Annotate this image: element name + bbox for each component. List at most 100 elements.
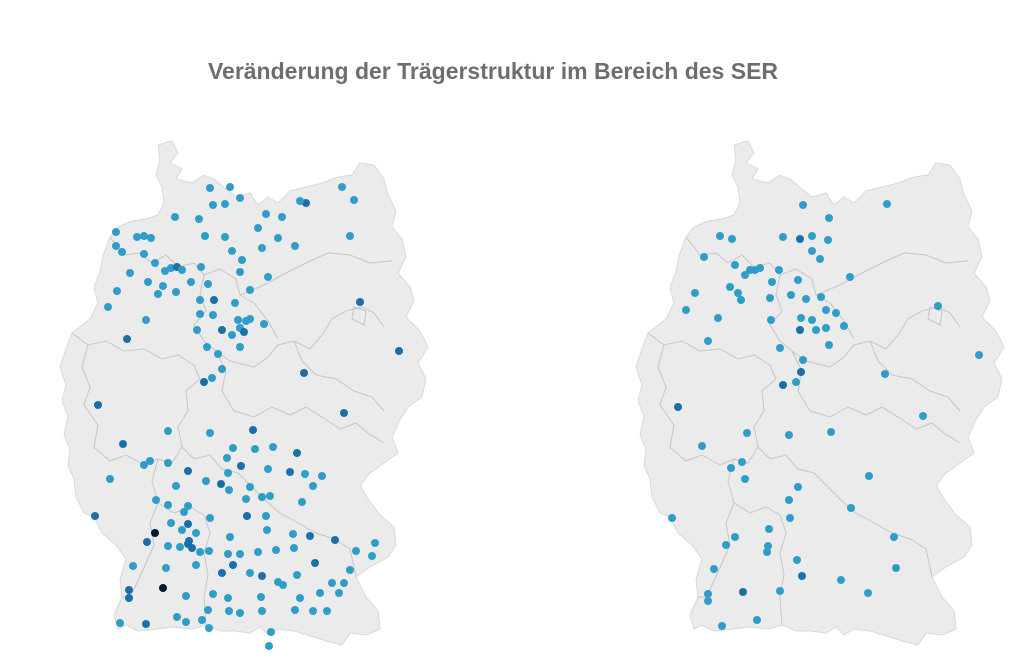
location-marker [727, 464, 735, 472]
location-marker [892, 564, 900, 572]
location-marker [171, 213, 179, 221]
location-marker [691, 289, 699, 297]
location-marker [246, 286, 254, 294]
germany-map-left [54, 135, 434, 660]
location-marker [289, 530, 297, 538]
location-marker [700, 253, 708, 261]
location-marker [188, 544, 196, 552]
location-marker [350, 196, 358, 204]
location-marker [246, 569, 254, 577]
location-marker [112, 228, 120, 236]
location-marker [243, 512, 251, 520]
location-marker [237, 462, 245, 470]
location-marker [125, 594, 133, 602]
location-marker [223, 454, 231, 462]
location-marker [249, 426, 257, 434]
location-marker [91, 512, 99, 520]
location-marker [187, 278, 195, 286]
location-marker [159, 282, 167, 290]
location-marker [269, 443, 277, 451]
germany-outline [59, 140, 429, 646]
location-marker [258, 493, 266, 501]
location-marker [779, 381, 787, 389]
location-marker [272, 546, 280, 554]
location-marker [152, 496, 160, 504]
location-marker [767, 316, 775, 324]
location-marker [218, 569, 226, 577]
location-marker [714, 314, 722, 322]
location-marker [738, 458, 746, 466]
location-marker [231, 299, 239, 307]
location-marker [206, 429, 214, 437]
location-marker [214, 350, 222, 358]
location-marker [198, 616, 206, 624]
location-marker [140, 250, 148, 258]
location-marker [716, 232, 724, 240]
germany-map-left-svg [59, 140, 429, 650]
location-marker [254, 548, 262, 556]
location-marker [824, 236, 832, 244]
location-marker [934, 302, 942, 310]
location-marker [816, 255, 824, 263]
location-marker [817, 293, 825, 301]
location-marker [290, 544, 298, 552]
germany-map-right [630, 135, 1010, 660]
location-marker [185, 537, 193, 545]
location-marker [340, 579, 348, 587]
location-marker [226, 183, 234, 191]
location-marker [258, 607, 266, 615]
location-marker [765, 525, 773, 533]
location-marker [340, 409, 348, 417]
location-marker [140, 232, 148, 240]
location-marker [173, 613, 181, 621]
location-marker [204, 280, 212, 288]
location-marker [229, 444, 237, 452]
location-marker [226, 533, 234, 541]
location-marker [143, 538, 151, 546]
location-marker [257, 593, 265, 601]
location-marker [196, 296, 204, 304]
location-marker [792, 378, 800, 386]
location-marker [741, 475, 749, 483]
location-marker [206, 514, 214, 522]
location-marker [808, 316, 816, 324]
location-marker [296, 197, 304, 205]
location-marker [704, 337, 712, 345]
location-marker [151, 529, 159, 537]
location-marker [825, 214, 833, 222]
location-marker [794, 276, 802, 284]
location-marker [224, 594, 232, 602]
location-marker [161, 267, 169, 275]
location-marker [240, 328, 248, 336]
location-marker [167, 519, 175, 527]
location-marker [822, 306, 830, 314]
location-marker [263, 526, 271, 534]
location-marker [184, 467, 192, 475]
location-marker [316, 589, 324, 597]
location-marker [205, 624, 213, 632]
location-marker [296, 594, 304, 602]
location-marker [278, 213, 286, 221]
location-marker [794, 483, 802, 491]
location-marker [802, 295, 810, 303]
location-marker [318, 472, 326, 480]
location-marker [797, 314, 805, 322]
location-marker [260, 320, 268, 328]
location-marker [112, 242, 120, 250]
location-marker [129, 562, 137, 570]
location-marker [258, 244, 266, 252]
location-marker [798, 572, 806, 580]
location-marker [822, 324, 830, 332]
location-marker [209, 201, 217, 209]
state-borders [71, 236, 393, 626]
location-marker [164, 427, 172, 435]
location-marker [167, 264, 175, 272]
location-marker [799, 356, 807, 364]
location-marker [881, 370, 889, 378]
location-marker [172, 482, 180, 490]
location-marker [301, 470, 309, 478]
location-marker [741, 271, 749, 279]
location-marker [808, 232, 816, 240]
location-marker [236, 194, 244, 202]
location-marker [192, 561, 200, 569]
